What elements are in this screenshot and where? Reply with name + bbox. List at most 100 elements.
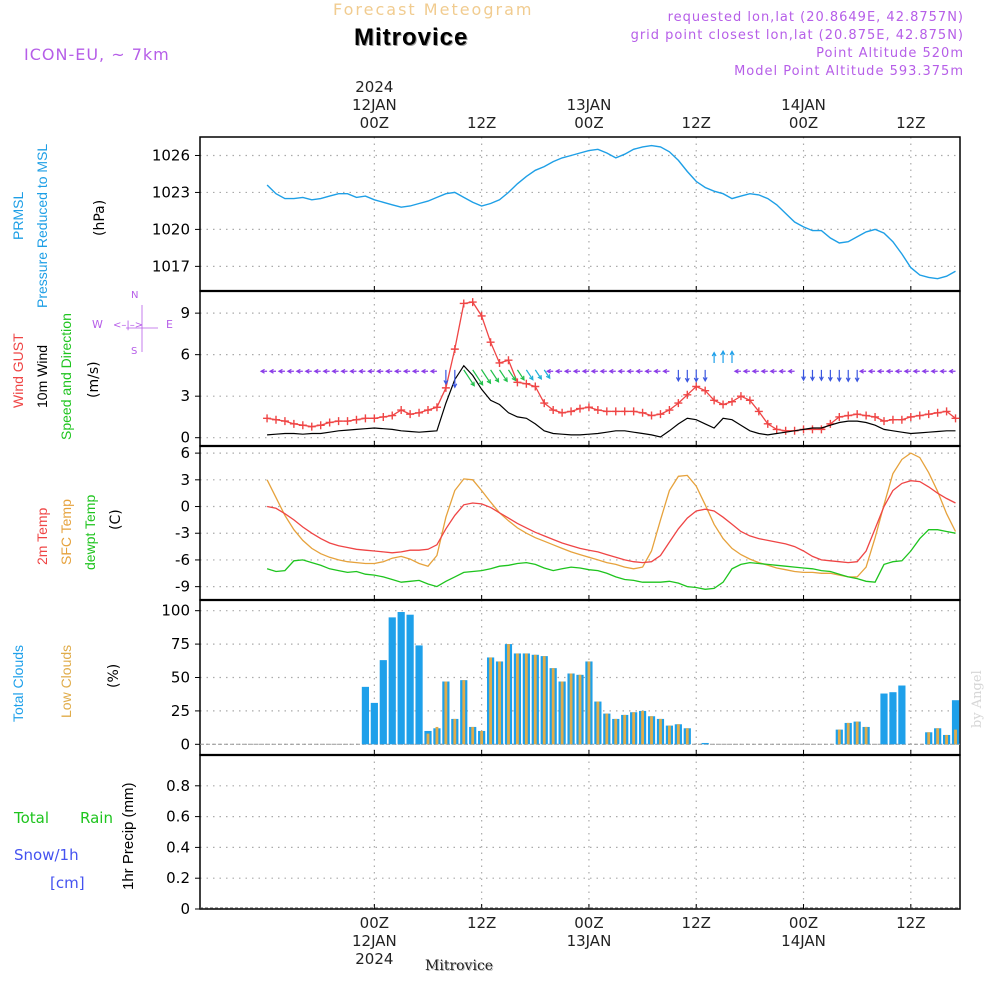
gust-marker [531, 382, 540, 391]
wind-direction-arrow [358, 368, 366, 374]
total-cloud-bar [415, 645, 423, 745]
top-time-label: 12JAN [352, 96, 397, 114]
y-tick-label: 3 [180, 387, 190, 405]
wind-direction-arrow [563, 368, 572, 374]
low-cloud-bar [551, 668, 555, 745]
wind-direction-arrow [286, 368, 294, 374]
gust-marker [352, 415, 361, 424]
y-tick-label: 0 [180, 900, 190, 918]
wind-direction-arrow [751, 368, 759, 374]
top-time-label: 12Z [682, 114, 711, 132]
gust-marker [415, 408, 424, 417]
total-cloud-bar [397, 612, 405, 745]
wind-direction-arrow [507, 369, 517, 382]
total-cloud-bar [370, 702, 378, 745]
gust-marker [897, 415, 906, 424]
wind-direction-arrow [827, 369, 833, 382]
super-title: Forecast Meteogram [333, 0, 534, 19]
wind-direction-arrow [912, 368, 920, 374]
compass-e: E [166, 318, 173, 331]
low-cloud-bar [516, 653, 519, 745]
low-cloud-bar [676, 724, 680, 745]
bottom-time-label: 12Z [896, 914, 925, 932]
low-cloud-bar [668, 725, 671, 745]
gust-marker [647, 411, 656, 420]
low-cloud-bar [846, 722, 850, 745]
low-cloud-bar [498, 661, 501, 745]
gust-marker [576, 404, 584, 413]
total-cloud-bar [889, 692, 897, 745]
gust-marker [736, 392, 745, 401]
bottom-time-label: 13JAN [567, 932, 612, 950]
gust-marker [495, 358, 504, 367]
wind-direction-arrow [854, 369, 860, 383]
gust-marker [289, 419, 298, 428]
y-tick-label: 6 [180, 346, 190, 364]
wind-direction-arrow [393, 368, 402, 374]
low-cloud-bar [864, 726, 868, 745]
wind-direction-arrow [693, 369, 699, 383]
y-tick-label: 100 [161, 602, 190, 620]
top-time-label: 00Z [574, 114, 603, 132]
low-cloud-bar [578, 674, 582, 745]
bottom-time-label: 00Z [574, 914, 603, 932]
model-name: ICON-EU, ~ 7km [24, 45, 170, 64]
low-cloud-bar [560, 681, 564, 745]
wind-direction-arrow [340, 368, 348, 374]
low-cloud-bar [632, 712, 636, 745]
wind-direction-arrow [499, 369, 508, 383]
gust-marker [432, 403, 441, 412]
bottom-time-label: 00Z [360, 914, 389, 932]
wind-direction-arrow [581, 368, 589, 374]
wind-direction-arrow [662, 368, 670, 374]
wind-direction-arrow [635, 368, 643, 374]
wind-direction-arrow [608, 368, 616, 374]
wind-line [267, 364, 956, 438]
gust-marker [620, 407, 629, 416]
gust-marker [584, 403, 593, 412]
wind-direction-arrow [259, 368, 268, 374]
wind-direction-arrow [885, 368, 893, 374]
pressure-line [266, 144, 956, 280]
wind-direction-arrow [733, 368, 741, 374]
panel-frame-pressure [199, 136, 961, 292]
total-cloud-bar [898, 685, 906, 745]
gust-marker [504, 356, 513, 365]
footer-location: Mitrovice [425, 958, 494, 974]
wind-direction-arrow [304, 368, 312, 374]
total-cloud-bar [406, 614, 414, 745]
wind-direction-arrow [684, 369, 690, 383]
gust-marker [334, 417, 343, 426]
top-time-label: 12Z [467, 114, 496, 132]
y-tick-label: 50 [171, 669, 190, 687]
sfc-temp-line [266, 452, 957, 578]
gust-marker [924, 410, 933, 419]
y-tick-label: 6 [180, 444, 190, 462]
gust-marker [567, 407, 576, 416]
top-time-label: 2024 [355, 78, 393, 96]
gust-marker [343, 417, 352, 426]
wind-direction-arrow [760, 368, 768, 374]
wind-direction-arrow [516, 369, 525, 381]
gust-marker [710, 396, 719, 405]
low-cloud-bar [605, 713, 609, 745]
wind-direction-arrow [742, 368, 750, 374]
total-cloud-bar [880, 693, 888, 745]
gust-marker [683, 390, 692, 399]
gust-marker [272, 415, 280, 424]
bottom-time-label: 14JAN [781, 932, 826, 950]
wind-direction-arrow [534, 369, 543, 381]
total-cloud-bar [379, 660, 387, 745]
y-tick-label: 1026 [152, 146, 190, 164]
dewpoint-line [266, 529, 956, 590]
gust-marker [772, 425, 781, 434]
bottom-time-label: 12JAN [352, 932, 397, 950]
gust-marker [370, 414, 379, 423]
low-cloud-bar [659, 718, 662, 745]
low-cloud-bar [444, 681, 448, 745]
wind-direction-arrow [322, 368, 330, 374]
low-cloud-bar [936, 728, 940, 745]
gust-marker [656, 410, 665, 419]
gust-marker [424, 406, 432, 415]
wind-direction-arrow [429, 368, 437, 374]
